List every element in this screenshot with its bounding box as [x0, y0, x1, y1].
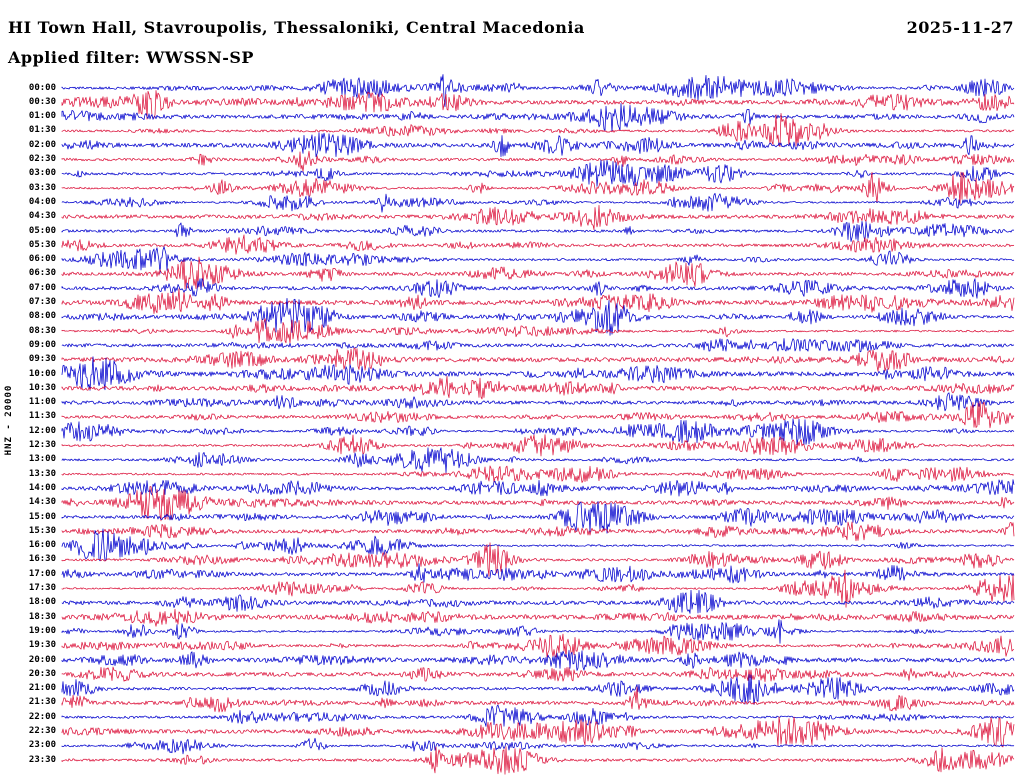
time-label: 10:00 [28, 368, 56, 379]
time-label: 06:30 [28, 268, 56, 279]
time-label: 04:30 [28, 211, 56, 222]
time-label: 22:30 [28, 726, 56, 736]
filter-label: Applied filter: WWSSN-SP [8, 48, 254, 67]
time-axis: 00:00 00:30 01:00 01:30 02:00 02:30 03:00 03:30… [0, 0, 58, 780]
time-label: 21:30 [28, 697, 56, 708]
time-label: 03:30 [28, 182, 56, 193]
time-label: 18:30 [28, 611, 56, 622]
time-label: 11:00 [28, 397, 56, 408]
time-label: 15:00 [28, 511, 56, 522]
time-label: 09:30 [28, 354, 56, 365]
time-label: 19:00 [28, 625, 56, 636]
time-label: 17:00 [28, 568, 56, 579]
time-label: 01:30 [28, 125, 56, 136]
time-label: 21:00 [28, 683, 56, 694]
time-label: 20:00 [28, 654, 56, 665]
time-label: 07:30 [28, 297, 56, 307]
time-label: 18:00 [28, 597, 56, 608]
time-label: 22:00 [28, 711, 56, 722]
time-label: 00:30 [28, 96, 56, 107]
time-label: 02:00 [28, 139, 56, 150]
time-label: 04:00 [28, 196, 56, 207]
time-label: 16:00 [28, 540, 56, 551]
time-label: 03:00 [28, 168, 56, 179]
time-label: 13:30 [28, 468, 56, 479]
time-label: 06:00 [28, 254, 56, 265]
time-label: 07:00 [28, 282, 56, 293]
time-label: 23:00 [28, 740, 56, 751]
time-label: 12:30 [28, 440, 56, 450]
station-title: HI Town Hall, Stavroupolis, Thessaloniki… [8, 18, 585, 37]
time-label: 01:00 [28, 111, 56, 122]
date-label: 2025-11-27 [906, 18, 1014, 37]
time-label: 02:30 [28, 154, 56, 164]
time-label: 12:00 [28, 425, 56, 436]
time-label: 09:00 [28, 339, 56, 350]
time-label: 20:30 [28, 668, 56, 679]
time-label: 11:30 [28, 411, 56, 422]
time-label: 00:00 [28, 82, 56, 93]
time-label: 05:00 [28, 225, 56, 236]
time-label: 10:30 [28, 382, 56, 393]
time-label: 08:30 [28, 325, 56, 336]
time-label: 15:30 [28, 525, 56, 536]
time-label: 13:00 [28, 454, 56, 465]
time-label: 05:30 [28, 239, 56, 250]
header: HI Town Hall, Stavroupolis, Thessaloniki… [8, 18, 1014, 37]
time-label: 19:30 [28, 640, 56, 651]
time-label: 14:00 [28, 482, 56, 493]
time-label: 14:30 [28, 497, 56, 508]
time-label: 23:30 [28, 754, 56, 765]
time-label: 16:30 [28, 554, 56, 565]
time-label: 17:30 [28, 583, 56, 593]
time-label: 08:00 [28, 311, 56, 322]
